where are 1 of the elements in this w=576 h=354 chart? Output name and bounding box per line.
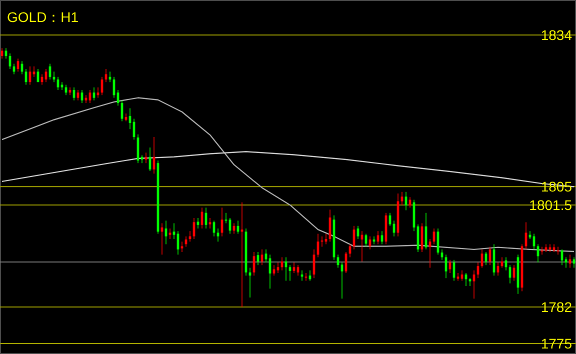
text: GOLD：H1 — [7, 9, 79, 25]
